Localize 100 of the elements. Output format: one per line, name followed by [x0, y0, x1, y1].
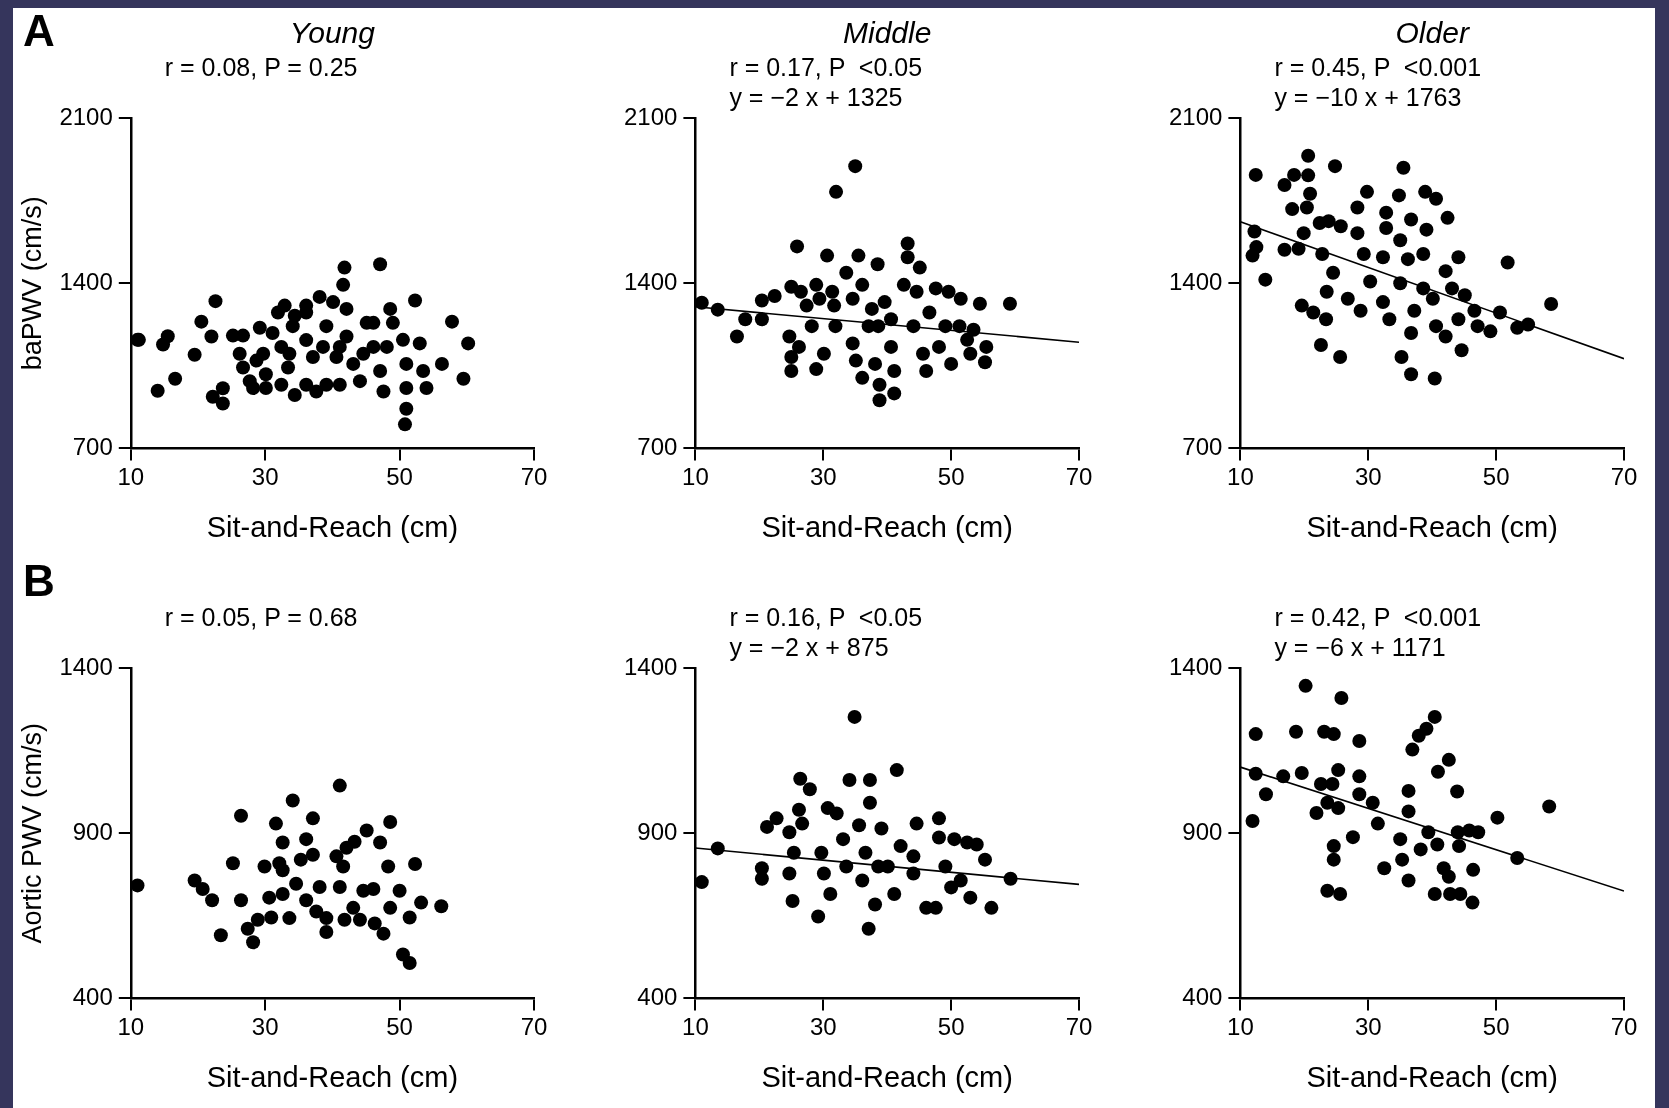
point [1298, 678, 1313, 693]
y-tick-label: 400 [1182, 983, 1223, 1011]
point [829, 806, 844, 821]
x-tick-label: 70 [520, 463, 548, 491]
point [861, 921, 876, 936]
point [1294, 766, 1309, 781]
point [299, 893, 314, 908]
point [366, 882, 381, 897]
point [906, 849, 921, 864]
point [1450, 825, 1465, 840]
point [282, 911, 297, 926]
x-axis-title: Sit-and-Reach (cm) [761, 1060, 1013, 1093]
x-tick-label: 70 [1610, 463, 1638, 491]
point [1490, 810, 1505, 825]
x-tick-label: 50 [937, 463, 965, 491]
point [383, 814, 398, 829]
point [1421, 825, 1436, 840]
text: B [23, 556, 55, 606]
x-tick-label: 70 [1610, 1013, 1638, 1041]
x-axis-title: Sit-and-Reach (cm) [1306, 510, 1558, 543]
point [130, 878, 145, 893]
point [754, 871, 769, 886]
text: r = 0.42, P <0.001 [1274, 603, 1482, 631]
y-tick-label: 400 [72, 983, 113, 1011]
point [1352, 734, 1367, 749]
text: r = 0.05, P = 0.68 [164, 603, 358, 631]
x-tick-label: 50 [1482, 463, 1510, 491]
point [1413, 842, 1428, 857]
x-tick-label: 70 [1065, 1013, 1093, 1041]
point [931, 830, 946, 845]
text: r = 0.17, P <0.05 [729, 53, 923, 81]
point [299, 832, 314, 847]
point [234, 893, 248, 908]
point [710, 841, 725, 856]
y-tick-label: 1400 [59, 652, 113, 680]
point [1325, 776, 1340, 791]
y-tick-label: 700 [637, 433, 678, 461]
y-tick-label: 700 [72, 433, 113, 461]
x-tick-label: 10 [1227, 1013, 1254, 1041]
point [337, 912, 352, 927]
point [240, 921, 255, 936]
point [1345, 830, 1360, 845]
point [285, 793, 300, 808]
x-axis-title: Sit-and-Reach (cm) [206, 1060, 459, 1093]
point [1465, 895, 1480, 910]
y-tick-label: 2100 [59, 102, 113, 130]
point [1450, 784, 1465, 799]
point [1003, 871, 1018, 886]
point [1309, 806, 1324, 821]
point [811, 909, 826, 924]
point [1453, 886, 1468, 901]
point [1441, 869, 1456, 884]
point [938, 859, 953, 874]
point [246, 935, 261, 950]
y-tick-label: 700 [1182, 433, 1223, 461]
point [782, 825, 797, 840]
point [359, 823, 374, 838]
point [234, 808, 248, 823]
point [1370, 816, 1385, 831]
point [402, 910, 417, 925]
y-tick-label: 1400 [59, 267, 113, 295]
text: A [23, 6, 55, 56]
point [195, 882, 210, 897]
x-tick-label: 70 [1065, 463, 1093, 491]
text: r = 0.16, P <0.05 [729, 603, 923, 631]
point [814, 845, 829, 860]
x-tick-label: 10 [1227, 463, 1254, 491]
point [309, 904, 324, 919]
point [944, 880, 959, 895]
point [963, 890, 978, 905]
point [319, 924, 334, 939]
point [213, 928, 228, 943]
text: r = 0.08, P = 0.25 [164, 53, 358, 81]
point [816, 866, 831, 881]
point [262, 890, 277, 905]
chart-title: Young [289, 16, 376, 50]
point [346, 900, 361, 915]
point [1401, 804, 1416, 819]
point [887, 886, 902, 901]
point [402, 956, 417, 971]
point [947, 832, 962, 847]
point [305, 811, 320, 826]
point [250, 912, 265, 927]
point [367, 916, 382, 931]
point [373, 835, 388, 850]
point [225, 856, 240, 871]
x-tick-label: 30 [251, 1013, 279, 1041]
x-axis-title: Sit-and-Reach (cm) [1306, 1060, 1558, 1093]
point [1289, 724, 1304, 739]
point [1313, 776, 1328, 791]
point [1427, 709, 1442, 724]
point [868, 897, 883, 912]
point [785, 893, 800, 908]
text: y = −10 x + 1763 [1274, 83, 1462, 111]
x-tick-label: 30 [1354, 1013, 1382, 1041]
y-tick-label: 2100 [624, 102, 678, 130]
point [1320, 795, 1335, 810]
point [257, 859, 272, 874]
point [268, 816, 283, 831]
point [769, 811, 784, 826]
